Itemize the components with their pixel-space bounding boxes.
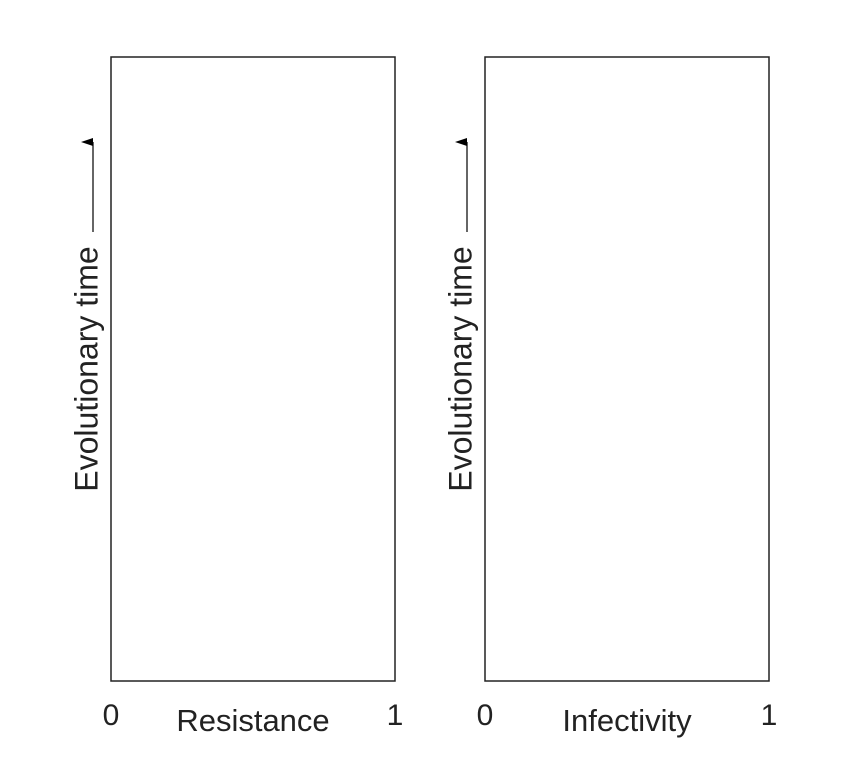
x-tick-label: 1 xyxy=(761,699,778,732)
x-axis-label: Infectivity xyxy=(562,703,692,738)
plot-frame xyxy=(484,56,770,682)
x-axis-label: Resistance xyxy=(176,703,329,738)
y-axis-label: Evolutionary time xyxy=(68,246,104,491)
plot-frame xyxy=(110,56,396,682)
x-tick-label: 0 xyxy=(103,699,120,732)
x-tick-label: 0 xyxy=(477,699,494,732)
y-axis-label: Evolutionary time xyxy=(442,246,478,491)
x-tick-label: 1 xyxy=(387,699,404,732)
